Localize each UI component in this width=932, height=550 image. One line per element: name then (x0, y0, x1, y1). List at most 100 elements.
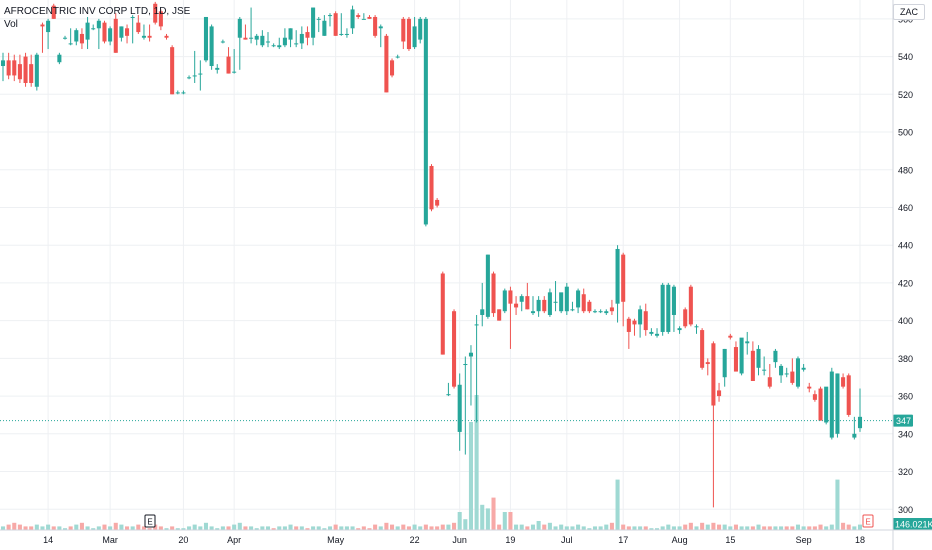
volume-bar (457, 512, 462, 530)
candle-body (474, 324, 479, 326)
candle-body (12, 60, 17, 76)
volume-bar (395, 526, 400, 530)
currency-button[interactable]: ZAC (893, 4, 925, 20)
candle-body (390, 60, 395, 76)
x-tick-label: May (327, 535, 345, 545)
candle-body (530, 311, 536, 314)
volume-bar (96, 526, 101, 530)
volume-bar (824, 526, 829, 530)
candle-body (446, 394, 451, 396)
volume-bar (756, 524, 761, 530)
y-tick-label: 420 (898, 278, 913, 288)
x-tick-label: Mar (102, 535, 118, 545)
volume-bar (700, 522, 705, 530)
volume-bar (125, 526, 130, 530)
candle-body (350, 9, 355, 29)
volume-bar (254, 528, 259, 530)
volume-bar (654, 528, 660, 530)
volume-bar (779, 526, 784, 530)
candle-body (299, 33, 304, 44)
volume-bar (6, 524, 11, 530)
candle-body (46, 20, 51, 33)
volume-bar (401, 524, 406, 530)
y-tick-label: 380 (898, 354, 913, 364)
volume-bar (344, 526, 349, 530)
volume-bar (463, 519, 468, 530)
volume-bar (305, 528, 310, 530)
volume-bar (265, 526, 271, 530)
volume-bar (0, 526, 6, 530)
candle-body (164, 35, 169, 38)
volume-bar (34, 524, 39, 530)
volume-bar (587, 528, 592, 530)
volume-bar (367, 528, 372, 530)
candle-body (187, 77, 192, 79)
volume-bar (852, 526, 857, 530)
candle-body (311, 7, 316, 38)
volume-bar (626, 526, 631, 530)
volume-bar (643, 526, 648, 530)
candle-body (271, 45, 276, 47)
candle-body (277, 45, 282, 48)
volume-bar (119, 524, 124, 530)
candle-body (141, 35, 146, 38)
volume-bar (46, 524, 51, 530)
y-tick-label: 440 (898, 241, 913, 251)
volume-bar (260, 526, 265, 530)
candle-body (598, 311, 603, 313)
candle-body (717, 390, 722, 397)
candle-body (559, 292, 564, 312)
candle-body (728, 335, 733, 338)
candle-body (722, 348, 727, 378)
volume-bar (818, 524, 823, 530)
candle-body (587, 301, 592, 312)
volume-bar (688, 522, 693, 530)
volume-bar (745, 526, 750, 530)
candle-body (841, 377, 846, 387)
volume-bar (418, 526, 423, 530)
candle-body (508, 290, 513, 304)
volume-bar (243, 526, 248, 530)
candle-body (502, 290, 507, 312)
volume-bar (671, 526, 676, 530)
volume-bar (536, 521, 541, 530)
earnings-marker[interactable]: E (862, 514, 874, 528)
volume-bar (598, 526, 603, 530)
candle-body (468, 352, 473, 357)
candle-body (767, 377, 772, 387)
candle-body (265, 41, 271, 43)
candle-body (626, 318, 631, 332)
candle-body (316, 18, 321, 20)
volume-legend-label: Vol (4, 19, 18, 30)
volume-bar (728, 526, 733, 530)
volume-bar (705, 524, 710, 530)
volume-bar (141, 526, 146, 530)
candle-body (621, 254, 626, 302)
candle-body (209, 26, 214, 67)
volume-bar (79, 522, 84, 530)
earnings-marker[interactable]: E (144, 514, 156, 528)
candle-body (829, 371, 834, 438)
volume-bar (249, 526, 254, 530)
x-tick-label: 15 (725, 535, 735, 545)
symbol-title: AFROCENTRIC INV CORP LTD, 1D, JSE (4, 6, 191, 17)
candle-body (784, 373, 789, 375)
volume-bar (480, 504, 485, 530)
x-tick-label: 14 (43, 535, 53, 545)
candle-body (85, 22, 90, 40)
volume-bar (361, 526, 366, 530)
volume-bar (846, 524, 851, 530)
volume-bar (232, 524, 237, 530)
candle-body (638, 309, 643, 325)
candle-body (519, 296, 524, 302)
candle-body (356, 15, 361, 17)
volume-bar (711, 522, 716, 530)
volume-bar (350, 526, 355, 530)
y-tick-label: 360 (898, 392, 913, 402)
volume-bar (514, 524, 519, 530)
candle-body (423, 18, 428, 225)
candle-body (497, 309, 502, 321)
candle-body (401, 18, 406, 42)
volume-bar (147, 528, 152, 530)
